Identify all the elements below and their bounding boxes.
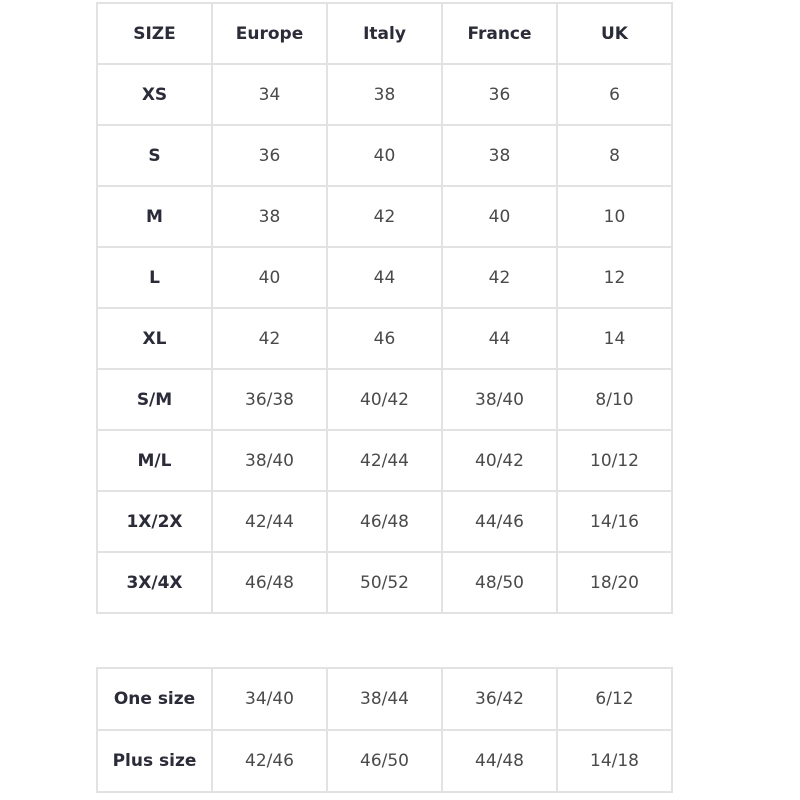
size-value-cell: 6/12 [556, 667, 673, 731]
size-value-cell: 14/18 [556, 729, 673, 793]
size-label-cell: One size [96, 667, 213, 731]
size-value-cell: 46 [326, 307, 443, 370]
table-row: S 36 40 38 8 [96, 124, 673, 187]
size-value-cell: 42 [441, 246, 558, 309]
size-value-cell: 8 [556, 124, 673, 187]
size-value-cell: 42/44 [211, 490, 328, 553]
size-value-cell: 14 [556, 307, 673, 370]
table-row: XS 34 38 36 6 [96, 63, 673, 126]
size-value-cell: 34 [211, 63, 328, 126]
size-value-cell: 40 [326, 124, 443, 187]
size-label-cell: 3X/4X [96, 551, 213, 614]
size-value-cell: 36 [211, 124, 328, 187]
column-header: SIZE [96, 2, 213, 65]
table-row: M 38 42 40 10 [96, 185, 673, 248]
size-value-cell: 48/50 [441, 551, 558, 614]
table-row: 3X/4X 46/48 50/52 48/50 18/20 [96, 551, 673, 614]
size-label-cell: XS [96, 63, 213, 126]
special-size-table: One size 34/40 38/44 36/42 6/12 Plus size 42/4… [96, 667, 673, 793]
size-label-cell: S/M [96, 368, 213, 431]
size-value-cell: 18/20 [556, 551, 673, 614]
size-value-cell: 42 [326, 185, 443, 248]
column-header: UK [556, 2, 673, 65]
size-value-cell: 36/42 [441, 667, 558, 731]
table-row: S/M 36/38 40/42 38/40 8/10 [96, 368, 673, 431]
size-value-cell: 40/42 [326, 368, 443, 431]
size-value-cell: 38 [326, 63, 443, 126]
size-value-cell: 44 [326, 246, 443, 309]
table-row: L 40 44 42 12 [96, 246, 673, 309]
size-value-cell: 36/38 [211, 368, 328, 431]
size-value-cell: 42 [211, 307, 328, 370]
size-value-cell: 40/42 [441, 429, 558, 492]
size-value-cell: 12 [556, 246, 673, 309]
size-conversion-table: SIZE Europe Italy France UK XS 34 38 36 6 S 36 40 38 8… [96, 2, 673, 614]
size-value-cell: 10/12 [556, 429, 673, 492]
size-label-cell: L [96, 246, 213, 309]
size-value-cell: 46/50 [326, 729, 443, 793]
size-value-cell: 34/40 [211, 667, 328, 731]
size-value-cell: 10 [556, 185, 673, 248]
column-header: Italy [326, 2, 443, 65]
table-row: One size 34/40 38/44 36/42 6/12 [96, 667, 673, 731]
size-label-cell: Plus size [96, 729, 213, 793]
table-header-row: SIZE Europe Italy France UK [96, 2, 673, 65]
size-value-cell: 38 [441, 124, 558, 187]
size-label-cell: 1X/2X [96, 490, 213, 553]
size-value-cell: 46/48 [211, 551, 328, 614]
table-row: M/L 38/40 42/44 40/42 10/12 [96, 429, 673, 492]
size-value-cell: 36 [441, 63, 558, 126]
size-value-cell: 8/10 [556, 368, 673, 431]
size-label-cell: M/L [96, 429, 213, 492]
size-value-cell: 6 [556, 63, 673, 126]
size-value-cell: 42/44 [326, 429, 443, 492]
table-row: Plus size 42/46 46/50 44/48 14/18 [96, 729, 673, 793]
size-value-cell: 40 [211, 246, 328, 309]
size-value-cell: 50/52 [326, 551, 443, 614]
size-value-cell: 44 [441, 307, 558, 370]
size-label-cell: M [96, 185, 213, 248]
size-value-cell: 38/40 [211, 429, 328, 492]
size-label-cell: XL [96, 307, 213, 370]
size-value-cell: 40 [441, 185, 558, 248]
size-label-cell: S [96, 124, 213, 187]
table-row: XL 42 46 44 14 [96, 307, 673, 370]
size-value-cell: 38/40 [441, 368, 558, 431]
size-value-cell: 46/48 [326, 490, 443, 553]
size-value-cell: 38/44 [326, 667, 443, 731]
size-value-cell: 14/16 [556, 490, 673, 553]
table-row: 1X/2X 42/44 46/48 44/46 14/16 [96, 490, 673, 553]
size-value-cell: 38 [211, 185, 328, 248]
column-header: France [441, 2, 558, 65]
size-value-cell: 44/46 [441, 490, 558, 553]
column-header: Europe [211, 2, 328, 65]
size-value-cell: 42/46 [211, 729, 328, 793]
size-value-cell: 44/48 [441, 729, 558, 793]
